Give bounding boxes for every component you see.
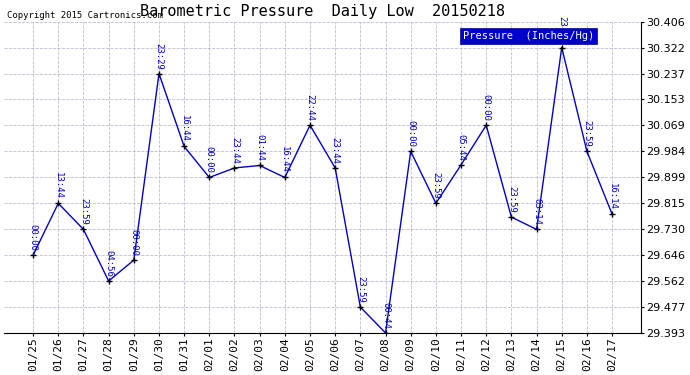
Text: 00:00: 00:00 <box>205 146 214 173</box>
Text: 16:44: 16:44 <box>280 146 289 173</box>
Text: 01:44: 01:44 <box>255 135 264 161</box>
Text: 16:44: 16:44 <box>179 116 188 142</box>
Text: 23:59: 23:59 <box>356 276 365 303</box>
Text: 13:44: 13:44 <box>54 172 63 199</box>
Text: 23:44: 23:44 <box>331 137 339 164</box>
Text: Pressure  (Inches/Hg): Pressure (Inches/Hg) <box>463 31 594 41</box>
Text: 22:44: 22:44 <box>306 94 315 121</box>
Text: 05:44: 05:44 <box>457 134 466 161</box>
Text: 00:00: 00:00 <box>406 120 415 147</box>
Title: Barometric Pressure  Daily Low  20150218: Barometric Pressure Daily Low 20150218 <box>140 4 505 19</box>
Text: 23:59: 23:59 <box>431 172 440 199</box>
Text: Copyright 2015 Cartronics.com: Copyright 2015 Cartronics.com <box>7 11 163 20</box>
Text: 23:59: 23:59 <box>582 120 591 147</box>
Text: 03:14: 03:14 <box>532 198 541 225</box>
Text: 00:00: 00:00 <box>482 94 491 121</box>
Text: 16:14: 16:14 <box>608 183 617 210</box>
Text: 00:00: 00:00 <box>129 229 138 256</box>
Text: 23:00: 23:00 <box>558 16 566 44</box>
Text: 23:59: 23:59 <box>79 198 88 225</box>
Text: 23:44: 23:44 <box>230 137 239 164</box>
Text: 00:44: 00:44 <box>381 302 390 329</box>
Text: 04:56: 04:56 <box>104 250 113 277</box>
Text: 23:59: 23:59 <box>507 186 516 213</box>
Text: 00:00: 00:00 <box>28 224 38 251</box>
Text: 23:29: 23:29 <box>155 43 164 69</box>
